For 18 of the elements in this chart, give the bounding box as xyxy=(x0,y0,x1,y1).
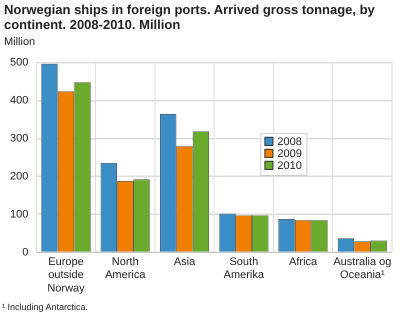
y-tick-label: 400 xyxy=(10,94,28,107)
y-tick-label: 200 xyxy=(10,170,28,183)
x-tick-label: Europe outside Norway xyxy=(47,256,86,294)
y-tick-label: 100 xyxy=(10,208,28,220)
x-tick-label: North America xyxy=(105,256,146,282)
legend-label: 2010 xyxy=(277,160,302,172)
legend-label: 2008 xyxy=(277,136,302,148)
y-tick-label: 300 xyxy=(10,132,28,145)
y-tick-label: 500 xyxy=(10,56,28,69)
x-tick-label: South Amerika xyxy=(224,256,265,282)
text: ¹ Including Antarctica. xyxy=(2,302,88,312)
y-axis-title: Million xyxy=(4,36,36,48)
y-tick-label: 0 xyxy=(22,246,28,258)
x-tick-label: Asia xyxy=(174,256,196,268)
x-tick-label: Australia og Oceania¹ xyxy=(333,256,392,282)
x-tick-label: Africa xyxy=(289,256,318,268)
chart-title: Norwegian ships in foreign ports. Arrived gross tonnage, by continent. 2008-2010. Million xyxy=(4,2,376,32)
legend-label: 2009 xyxy=(277,148,302,160)
